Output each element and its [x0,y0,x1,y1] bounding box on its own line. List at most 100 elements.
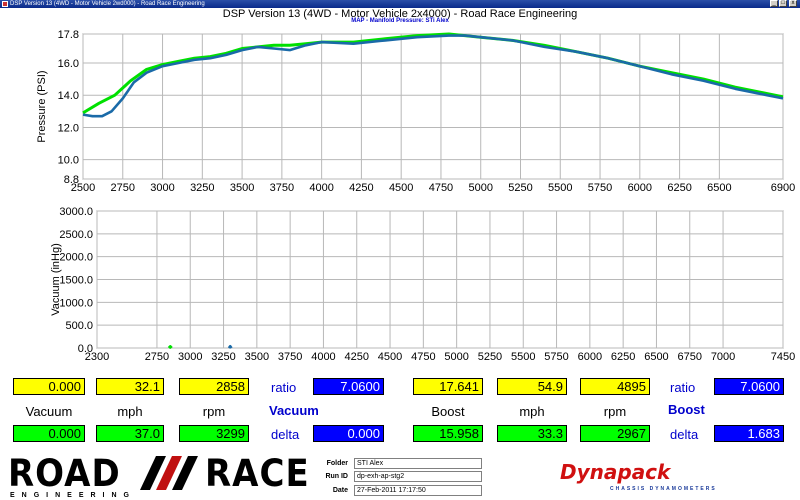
x-tick-label: 3250 [190,182,214,194]
minimize-button[interactable]: _ [770,0,778,7]
app-icon [2,1,8,7]
x-tick-label: 6750 [678,351,702,363]
runid-value: dp-exh-ap-stg2 [354,471,482,482]
date-value: 27-Feb-2011 17:17:50 [354,485,482,496]
x-tick-label: 3750 [270,182,294,194]
y-tick-label: 16.0 [58,58,79,70]
dynapack-logo-sub: CHASSIS DYNAMOMETERS [610,486,717,492]
logo-slashes-icon [140,456,198,490]
plot-area [82,33,784,180]
y-tick-label: 14.0 [58,90,79,102]
x-tick-label: 6000 [628,182,652,194]
x-tick-label: 6000 [578,351,602,363]
x-tick-label: 5000 [468,182,492,194]
x-tick-label: 6500 [707,182,731,194]
boost-section-heading: Boost [668,402,705,417]
x-tick-label: 5250 [478,351,502,363]
x-tick-label: 5500 [548,182,572,194]
rpm-column-label: rpm [202,404,226,419]
date-label: Date [332,487,348,494]
folder-value: STI Alex [354,458,482,469]
road-race-logo-right: RACE [205,452,310,496]
x-tick-label: 6900 [771,182,795,194]
vacuum-column-label: Vacuum [25,404,73,419]
x-tick-label: 5750 [544,351,568,363]
x-tick-label: 2500 [71,182,95,194]
ratio-vacuum-readout: 7.0600 [313,378,384,395]
x-tick-label: 4000 [311,351,335,363]
boost-readout-1: 17.641 [413,378,483,395]
mph-readout-1: 32.1 [96,378,164,395]
x-tick-label: 4750 [429,182,453,194]
x-tick-label: 2750 [145,351,169,363]
x-tick-label: 5250 [508,182,532,194]
x-tick-label: 7000 [711,351,735,363]
boost-rpm-readout-1: 4895 [580,378,650,395]
mph-column-label: mph [117,404,143,419]
boost-column-label: Boost [431,404,465,419]
ratio-label-boost: ratio [670,380,696,395]
series-line [82,34,784,118]
x-tick-label: 6500 [644,351,668,363]
x-tick-label: 5750 [588,182,612,194]
y-tick-label: 1000.0 [59,297,93,309]
x-tick-label: 3750 [278,351,302,363]
road-race-logo-sub: ENGINEERING [10,492,137,499]
chart-subtitle: MAP - Manifold Pressure: STi Alex [351,18,449,24]
folder-label: Folder [326,460,348,467]
y-tick-label: 3000.0 [59,206,93,218]
delta-vacuum-readout: 0.000 [313,425,384,442]
y-tick-label: 2000.0 [59,252,93,264]
close-button[interactable]: x [789,0,797,7]
delta-boost-readout: 1.683 [714,425,784,442]
y-tick-label: 8.8 [64,174,79,186]
y-tick-label: 500.0 [65,320,93,332]
y-tick-label: 12.0 [58,122,79,134]
dynapack-logo: Dynapack [560,460,671,484]
delta-label-vacuum: delta [271,427,300,442]
window-title: DSP Version 13 (4WD - Motor Vehicle 2wd0… [10,1,205,7]
x-tick-label: 5500 [511,351,535,363]
boost-readout-2: 15.958 [413,425,483,442]
chart-main-title: DSP Version 13 (4WD - Motor Vehicle 2x40… [222,8,578,20]
x-tick-label: 2300 [85,351,109,363]
x-tick-label: 7450 [771,351,795,363]
x-tick-label: 3250 [211,351,235,363]
vacuum-readout-2: 0.000 [13,425,85,442]
window-titlebar[interactable]: DSP Version 13 (4WD - Motor Vehicle 2wd0… [0,0,800,8]
mph-readout-2: 37.0 [96,425,164,442]
x-tick-label: 4500 [378,351,402,363]
series-line [227,344,233,349]
x-tick-label: 4250 [345,351,369,363]
x-tick-label: 2750 [111,182,135,194]
y-tick-label: 2500.0 [59,229,93,241]
vacuum-chart[interactable]: 2300 2750 3000 3250 3500 3750 4000 4250 4500 4750… [0,202,800,370]
x-tick-label: 3500 [245,351,269,363]
maximize-button[interactable]: □ [779,0,787,7]
pressure-chart[interactable]: 2500 2750 3000 3250 3500 3750 4000 4250 4500 4750… [0,22,800,222]
ratio-boost-readout: 7.0600 [714,378,784,395]
boost-rpm-column-label: rpm [603,404,627,419]
series-line [167,345,173,350]
vacuum-readout-1: 0.000 [13,378,85,395]
rpm-readout-1: 2858 [179,378,249,395]
boost-rpm-readout-2: 2967 [580,425,650,442]
road-race-logo-left: ROAD [8,452,121,496]
x-tick-label: 4250 [349,182,373,194]
runid-label: Run ID [325,473,348,480]
vacuum-section-heading: Vacuum [269,403,319,418]
x-tick-label: 5000 [444,351,468,363]
delta-label-boost: delta [670,427,699,442]
rpm-readout-2: 3299 [179,425,249,442]
footer-bar: ROAD RACE ENGINEERING Folder STI Alex Ru… [0,452,800,500]
x-tick-label: 6250 [611,351,635,363]
x-tick-label: 3500 [230,182,254,194]
y-tick-label: 10.0 [58,155,79,167]
ratio-label-vacuum: ratio [271,380,297,395]
x-tick-label: 3000 [178,351,202,363]
boost-mph-readout-2: 33.3 [497,425,567,442]
y-axis-label: Vacuum (inHg) [50,243,62,316]
y-axis-label: Pressure (PSI) [36,70,48,142]
y-tick-label: 0.0 [78,343,93,355]
